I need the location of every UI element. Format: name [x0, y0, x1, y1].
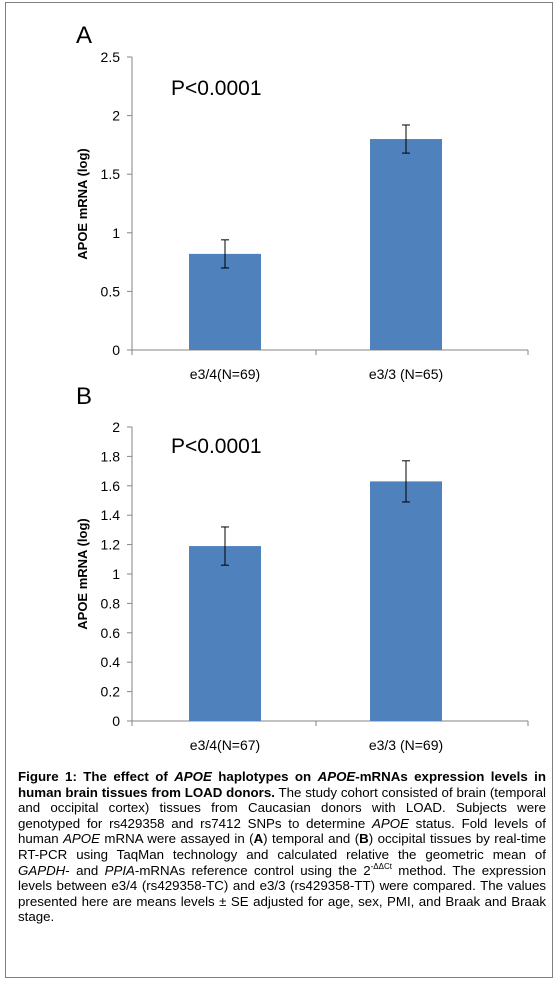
y-ticks-a: 0 0.5 1 1.5 2 2.5: [101, 49, 529, 358]
figure-charts: A P<0.0001 APOE mRNA (log) 00.511.522.5 …: [75, 22, 529, 753]
y-tick-label: 0.6: [101, 625, 121, 641]
y-tick-label: 0.2: [101, 684, 121, 700]
p-value-annotation-a: P<0.0001: [171, 77, 262, 100]
caption-text: -mRNAs reference control using the 2: [134, 862, 371, 878]
caption-gene: PPIA: [104, 862, 135, 878]
caption-text: method. The expression levels between e3…: [18, 862, 546, 925]
caption-text: mRNA were assayed in (: [100, 831, 254, 847]
caption-gene: APOE: [63, 831, 101, 847]
caption-superscript: -ΔΔCt: [370, 861, 392, 871]
chart-panel-b: B P<0.0001 APOE mRNA (log) 0 0.2 0.4 0.6 0.8…: [75, 383, 529, 753]
y-tick-label: 0: [112, 713, 120, 729]
caption-text: ) occipital tissues by real-time RT-PCR …: [18, 831, 546, 862]
y-tick-label: 2: [112, 419, 120, 435]
caption-panel-ref: A: [253, 831, 264, 847]
caption-text: - and: [65, 862, 105, 878]
panel-label-b: B: [76, 383, 92, 410]
y-tick-label: 1: [112, 225, 120, 241]
bar: [370, 481, 442, 721]
bar: [370, 139, 442, 350]
bar: [189, 546, 261, 721]
y-axis-label-b: APOE mRNA (log): [75, 518, 90, 629]
x-tick-labels-b: e3/4(N=67) e3/3 (N=69): [190, 737, 443, 753]
bar: [189, 253, 261, 350]
x-tick-label: e3/3 (N=69): [369, 737, 443, 753]
caption-title-text: haplotypes on: [211, 769, 318, 784]
figure-frame: [5, 2, 553, 978]
y-tick-label: 1.8: [101, 448, 121, 464]
p-value-annotation-b: P<0.0001: [171, 435, 262, 458]
figure-caption: Figure 1: The effect of APOE haplotypes …: [18, 769, 546, 925]
y-tick-label: 0.4: [101, 654, 121, 670]
bars-a: [189, 124, 442, 350]
y-tick-label: 1: [112, 566, 120, 582]
x-tick-label: e3/4(N=67): [190, 737, 260, 753]
y-tick-label: 0: [112, 342, 120, 358]
y-tick-label: 2.5: [101, 49, 121, 65]
x-tick-label: e3/3 (N=65): [369, 366, 443, 382]
caption-text: status. Fold levels of human: [18, 815, 546, 847]
y-ticks-b: 0 0.2 0.4 0.6 0.8 1 1.2 1.4 1.6 1.8 2: [101, 419, 529, 729]
y-tick-label: 1.6: [101, 478, 121, 494]
y-tick-label: 0.5: [101, 283, 121, 299]
caption-title-gene: APOE: [174, 769, 212, 784]
caption-title: Figure 1: The effect of APOE haplotypes …: [18, 769, 546, 800]
x-tick-label: e3/4(N=69): [190, 366, 260, 382]
bars-b: [189, 460, 442, 721]
x-tick-labels-a: e3/4(N=69) e3/3 (N=65): [190, 366, 443, 382]
y-tick-label: 2: [112, 108, 120, 124]
caption-text: The study cohort consisted of brain (tem…: [18, 784, 546, 831]
caption-title-text: -mRNAs expression levels in human brain …: [18, 769, 546, 800]
y-tick-label: 1.4: [101, 507, 121, 523]
y-tick-label: 0.8: [101, 595, 121, 611]
caption-title-gene: APOE: [317, 769, 356, 784]
y-tick-label: 1.5: [101, 166, 121, 182]
caption-text: ) temporal and (: [263, 831, 360, 847]
caption-panel-ref: B: [359, 831, 369, 847]
caption-gene: GAPDH: [18, 862, 66, 878]
caption-gene: APOE: [371, 815, 409, 831]
panel-label-a: A: [76, 22, 92, 49]
y-axis-label-a: APOE mRNA (log): [75, 148, 90, 259]
chart-panel-a: A P<0.0001 APOE mRNA (log) 00.511.522.5 …: [75, 22, 529, 382]
y-tick-label: 1.2: [101, 537, 121, 553]
caption-title-text: Figure 1: The effect of: [18, 769, 175, 784]
